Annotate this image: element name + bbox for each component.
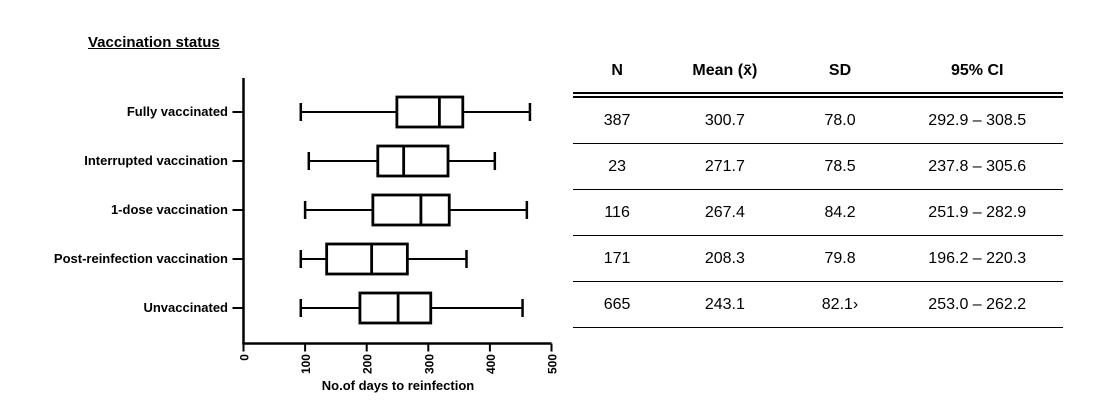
box (325, 242, 409, 276)
col-header-ci: 95% CI (891, 50, 1063, 98)
cell-n: 665 (573, 281, 662, 328)
boxplot-chart: 0 100 200 300 400 500 (232, 78, 560, 374)
cell-mean: 208.3 (661, 235, 789, 282)
table-row: 171 208.3 79.8 196.2 – 220.3 (573, 235, 1063, 282)
category-label-post-reinfection-vaccination: Post-reinfection vaccination (53, 251, 228, 266)
x-tick-label: 200 (361, 354, 375, 374)
cell-ci: 237.8 – 305.6 (891, 143, 1063, 190)
cell-mean: 271.7 (661, 143, 789, 190)
table-row: 116 267.4 84.2 251.9 – 282.9 (573, 189, 1063, 236)
cell-sd: 79.8 (788, 235, 892, 282)
cell-n: 116 (573, 189, 662, 236)
table-header-row: N Mean (x̄) SD 95% CI (573, 50, 1063, 98)
chart-title: Vaccination status (88, 34, 220, 51)
cell-n: 171 (573, 235, 662, 282)
x-tick-label: 500 (546, 354, 560, 374)
x-axis-label: No.of days to reinfection (321, 378, 475, 393)
stats-table-wrap: N Mean (x̄) SD 95% CI 387 300.7 78.0 292… (573, 50, 1063, 328)
x-tick-label: 100 (299, 354, 313, 374)
col-header-n: N (573, 50, 662, 98)
cell-ci: 292.9 – 308.5 (891, 95, 1063, 144)
cell-mean: 300.7 (661, 95, 789, 144)
box (358, 291, 433, 325)
boxplot-area: 0 100 200 300 400 500 Fully vaccinated Interr… (53, 78, 560, 393)
category-label-interrupted-vaccination: Interrupted vaccination (84, 153, 228, 168)
col-header-mean: Mean (x̄) (661, 50, 789, 98)
cell-sd: 78.0 (788, 95, 892, 144)
stats-table: N Mean (x̄) SD 95% CI 387 300.7 78.0 292… (573, 50, 1063, 328)
cell-mean: 243.1 (661, 281, 789, 328)
category-label-1-dose-vaccination: 1-dose vaccination (110, 202, 228, 217)
category-label-unvaccinated: Unvaccinated (143, 300, 228, 315)
cell-sd: 78.5 (788, 143, 892, 190)
category-label-fully-vaccinated: Fully vaccinated (126, 104, 228, 119)
box (371, 193, 451, 227)
cell-ci: 253.0 – 262.2 (891, 281, 1063, 328)
cell-ci: 251.9 – 282.9 (891, 189, 1063, 236)
cell-mean: 267.4 (661, 189, 789, 236)
table-row: 23 271.7 78.5 237.8 – 305.6 (573, 143, 1063, 190)
cell-sd: 82.1› (788, 281, 892, 328)
cell-n: 387 (573, 95, 662, 144)
table-row: 387 300.7 78.0 292.9 – 308.5 (573, 95, 1063, 144)
box (395, 95, 465, 129)
table-row: 665 243.1 82.1› 253.0 – 262.2 (573, 281, 1063, 328)
box (376, 144, 450, 178)
cell-ci: 196.2 – 220.3 (891, 235, 1063, 282)
x-tick-label: 0 (238, 354, 252, 361)
col-header-sd: SD (788, 50, 892, 98)
cell-n: 23 (573, 143, 662, 190)
cell-sd: 84.2 (788, 189, 892, 236)
x-tick-label: 300 (422, 354, 436, 374)
x-tick-label: 400 (484, 354, 498, 374)
